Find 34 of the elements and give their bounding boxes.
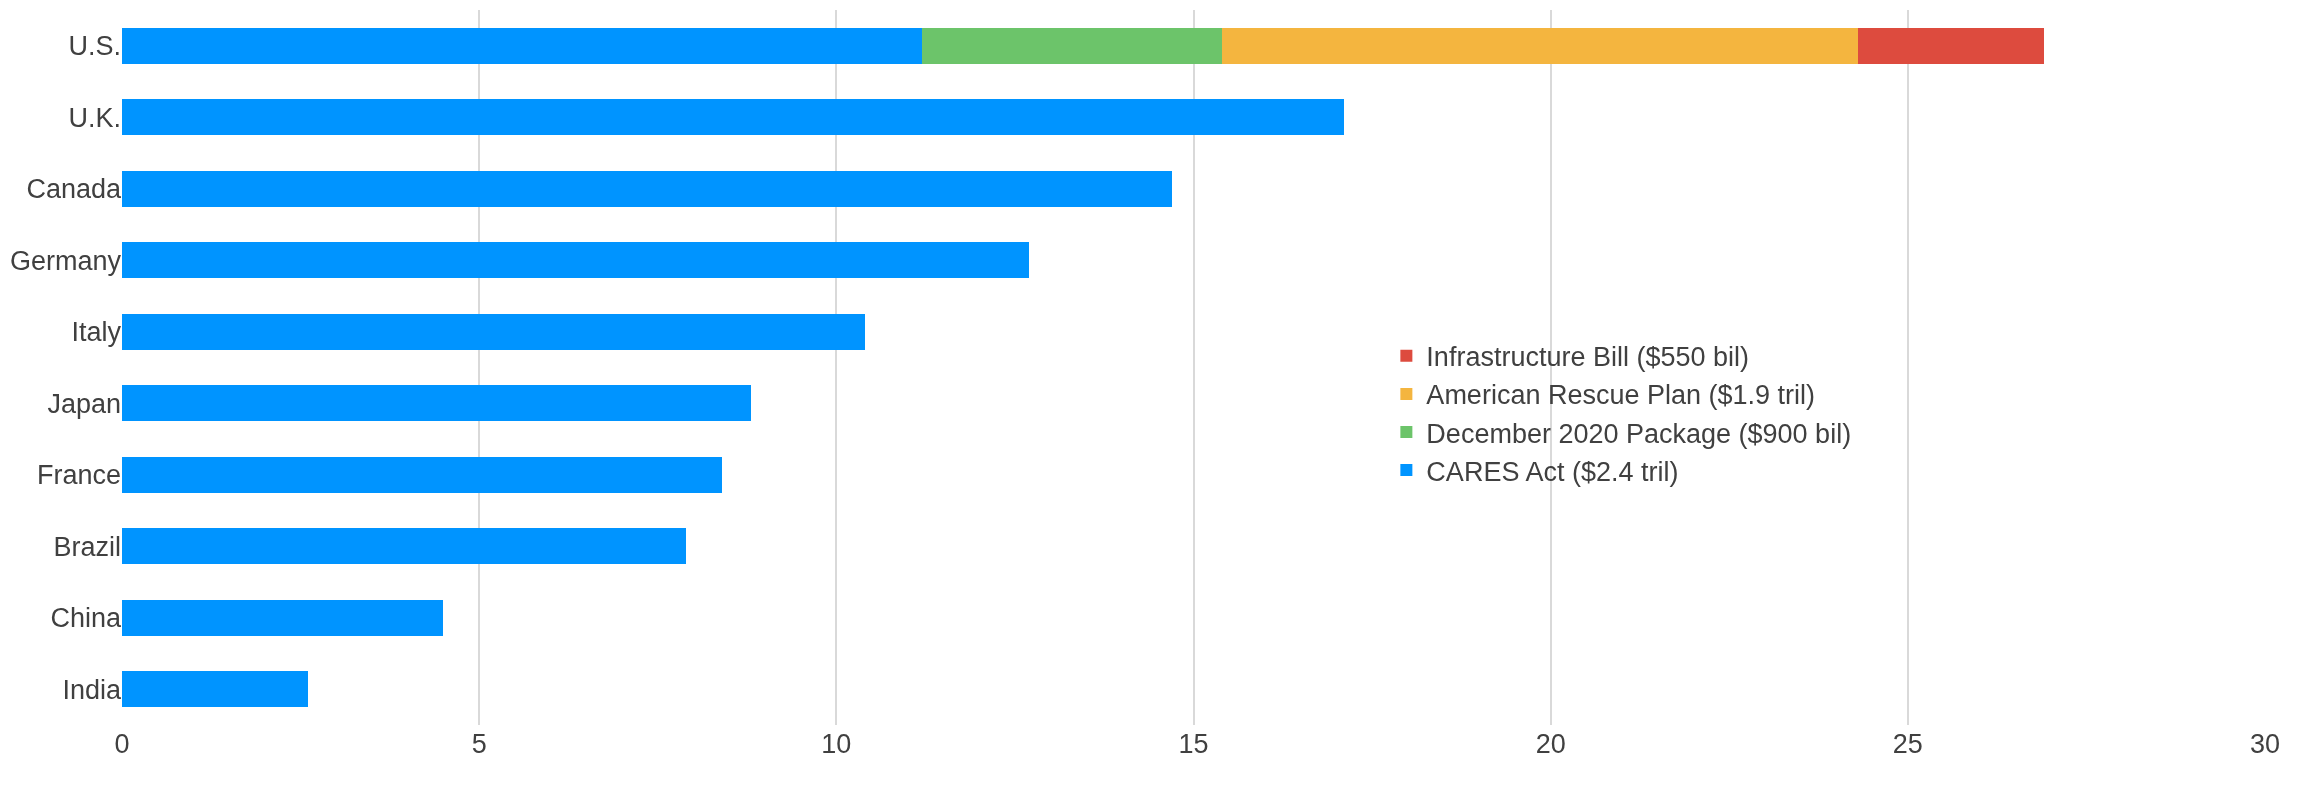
- legend-label: American Rescue Plan ($1.9 tril): [1426, 380, 1816, 411]
- bar: [122, 528, 687, 565]
- bar: [1222, 27, 1858, 64]
- legend-label: Infrastructure Bill ($550 bil): [1426, 342, 1750, 373]
- x-tick-label: 15: [1178, 729, 1209, 759]
- y-tick-label: Japan: [47, 388, 121, 419]
- bar: [122, 27, 923, 64]
- bar: [122, 599, 444, 636]
- bar: [122, 456, 723, 493]
- x-tick-label: 5: [471, 729, 487, 759]
- y-tick-label: U.S.: [68, 31, 121, 62]
- x-tick-label: 10: [821, 729, 852, 759]
- x-tick-label: 25: [1892, 729, 1923, 759]
- bar: [122, 313, 865, 350]
- bar: [122, 170, 1173, 207]
- y-tick-label: China: [50, 603, 122, 634]
- bar: [1857, 27, 2044, 64]
- x-tick-label: 20: [1535, 729, 1566, 759]
- bar: [122, 242, 1030, 279]
- legend-label: December 2020 Package ($900 bil): [1426, 418, 1852, 449]
- y-tick-label: U.K.: [68, 102, 121, 133]
- y-tick-label: Germany: [9, 245, 122, 276]
- y-tick-label: Canada: [26, 174, 122, 205]
- bar: [122, 385, 751, 422]
- x-tick-label: 0: [114, 729, 130, 759]
- bar: [922, 27, 1223, 64]
- y-tick-label: France: [36, 460, 121, 491]
- bar: [122, 671, 308, 708]
- legend-label: CARES Act ($2.4 tril): [1426, 456, 1679, 487]
- y-tick-label: Brazil: [53, 531, 121, 562]
- bar: [122, 99, 1344, 136]
- y-tick-label: India: [62, 674, 122, 705]
- x-tick-label: 30: [2249, 729, 2281, 759]
- y-tick-label: Italy: [71, 317, 122, 348]
